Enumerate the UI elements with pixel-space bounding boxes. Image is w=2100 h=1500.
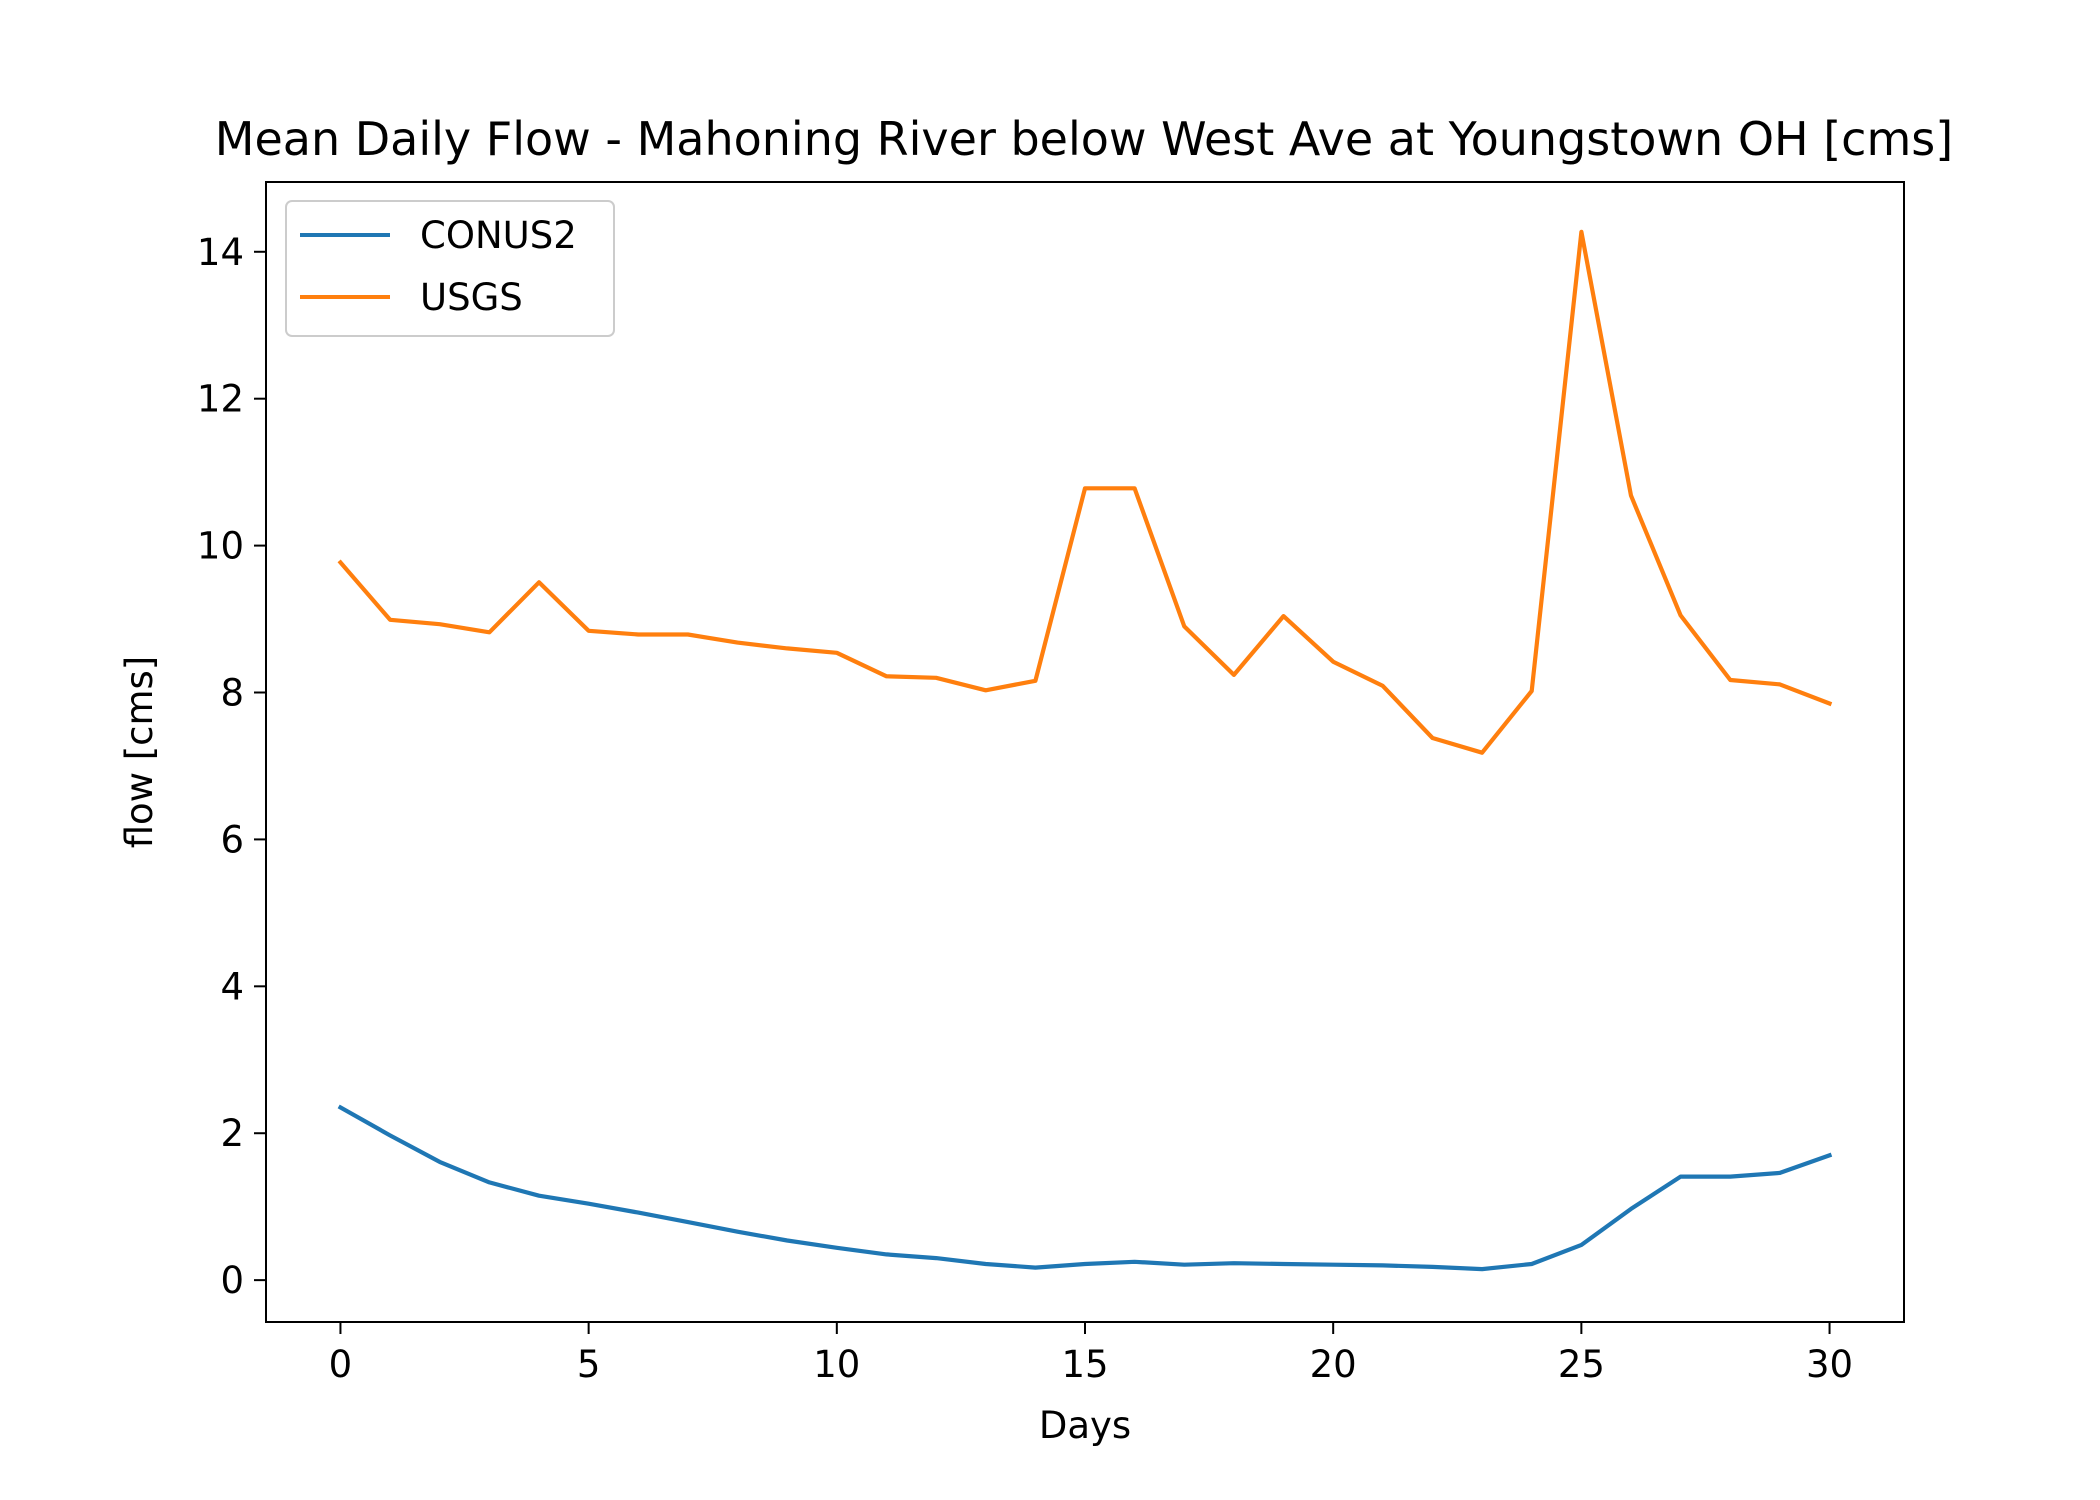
y-tick-label: 0 — [220, 1259, 244, 1302]
plot-background — [266, 182, 1904, 1322]
y-tick-label: 12 — [197, 378, 244, 421]
y-tick-label: 10 — [197, 525, 244, 568]
y-axis-label: flow [cms] — [118, 656, 161, 849]
y-tick-label: 4 — [220, 965, 244, 1008]
legend-label-conus2: CONUS2 — [420, 214, 577, 257]
x-tick-label: 0 — [329, 1343, 353, 1386]
x-tick-label: 25 — [1558, 1343, 1605, 1386]
series-line-conus2 — [337, 1104, 1833, 1272]
plot-area — [265, 181, 1905, 1323]
x-tick-label: 20 — [1310, 1343, 1357, 1386]
y-axis: 0 2 4 6 8 10 12 14 — [197, 231, 266, 1302]
series-line-usgs — [337, 229, 1833, 755]
y-tick-label: 6 — [220, 818, 244, 861]
x-tick-label: 30 — [1806, 1343, 1853, 1386]
y-tick-label: 2 — [220, 1112, 244, 1155]
x-tick-label: 10 — [813, 1343, 860, 1386]
x-axis-label: Days — [1039, 1404, 1131, 1447]
legend-label-usgs: USGS — [420, 276, 523, 319]
x-tick-label: 5 — [577, 1343, 601, 1386]
legend: CONUS2 USGS — [285, 200, 615, 337]
x-axis: 0 5 10 15 20 25 30 — [329, 1322, 1853, 1386]
y-tick-label: 8 — [220, 672, 244, 715]
series-layer — [337, 229, 1833, 1272]
chart-title: Mean Daily Flow - Mahoning River below W… — [215, 112, 1953, 166]
y-tick-label: 14 — [197, 231, 244, 274]
x-tick-label: 15 — [1061, 1343, 1108, 1386]
